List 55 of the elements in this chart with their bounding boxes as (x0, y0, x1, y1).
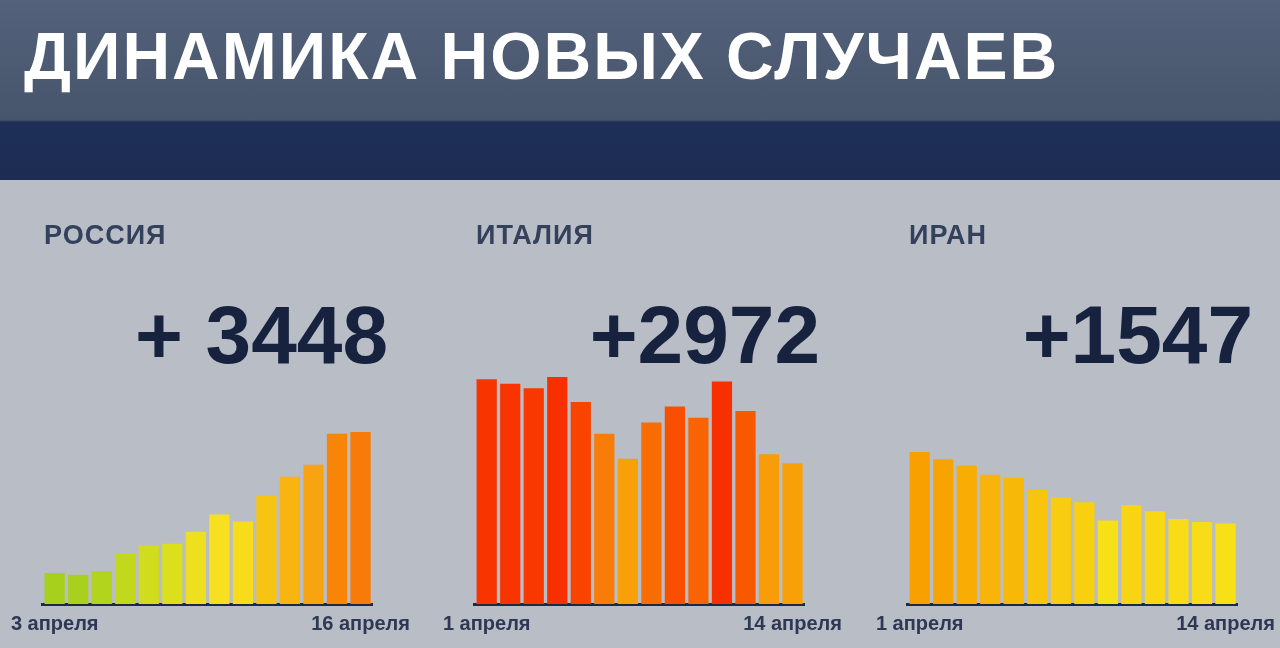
x-tick-label: 3 апреля (10, 611, 99, 634)
x-tick-label: 1 апреля (442, 611, 531, 634)
chart-title: ИРАН (909, 220, 988, 251)
chart-subtitle: +2972 (589, 288, 820, 382)
bar (1003, 477, 1024, 604)
bar (664, 406, 686, 604)
bar (185, 531, 206, 604)
chart-title: РОССИЯ (44, 220, 167, 251)
bar (1168, 518, 1189, 604)
text: ДИНАМИКА НОВЫХ СЛУЧАЕВ (24, 18, 1060, 94)
bar (476, 379, 497, 604)
bar (1074, 502, 1095, 604)
bar (980, 474, 1001, 604)
bar (91, 571, 112, 604)
bar (641, 422, 662, 604)
bar (594, 433, 615, 604)
bar (688, 417, 709, 604)
bar (1027, 490, 1048, 604)
bar (1121, 505, 1142, 604)
bar (115, 554, 136, 604)
bar (350, 432, 371, 604)
x-tick-label: 1 апреля (875, 611, 964, 634)
bar (933, 459, 954, 604)
bar (547, 377, 568, 604)
bar (617, 458, 638, 604)
bar (256, 495, 277, 604)
bar (1191, 521, 1213, 604)
bar (1215, 523, 1236, 604)
bar (1050, 497, 1071, 604)
bar (232, 521, 254, 604)
bar (44, 573, 65, 604)
bar (711, 381, 733, 604)
bar (909, 452, 930, 604)
bar (162, 543, 183, 604)
x-tick-label: 14 апреля (743, 611, 842, 634)
bar (138, 545, 159, 604)
bar (326, 433, 348, 604)
chart-subtitle: +1547 (1022, 288, 1253, 382)
bar (279, 476, 301, 604)
bar (782, 463, 803, 604)
chart-subtitle: + 3448 (134, 288, 388, 382)
x-tick-label: 14 апреля (1176, 611, 1275, 634)
bar (209, 514, 230, 604)
bar (68, 574, 89, 604)
bar (758, 454, 780, 604)
x-tick-label: 16 апреля (311, 611, 410, 634)
bar (500, 383, 521, 604)
bar (1144, 511, 1166, 604)
bar (1097, 520, 1119, 604)
bar (303, 464, 324, 604)
bar (735, 411, 756, 604)
bar (956, 465, 977, 604)
bar (523, 388, 544, 604)
chart-title: ИТАЛИЯ (476, 220, 594, 251)
bar (570, 401, 591, 604)
